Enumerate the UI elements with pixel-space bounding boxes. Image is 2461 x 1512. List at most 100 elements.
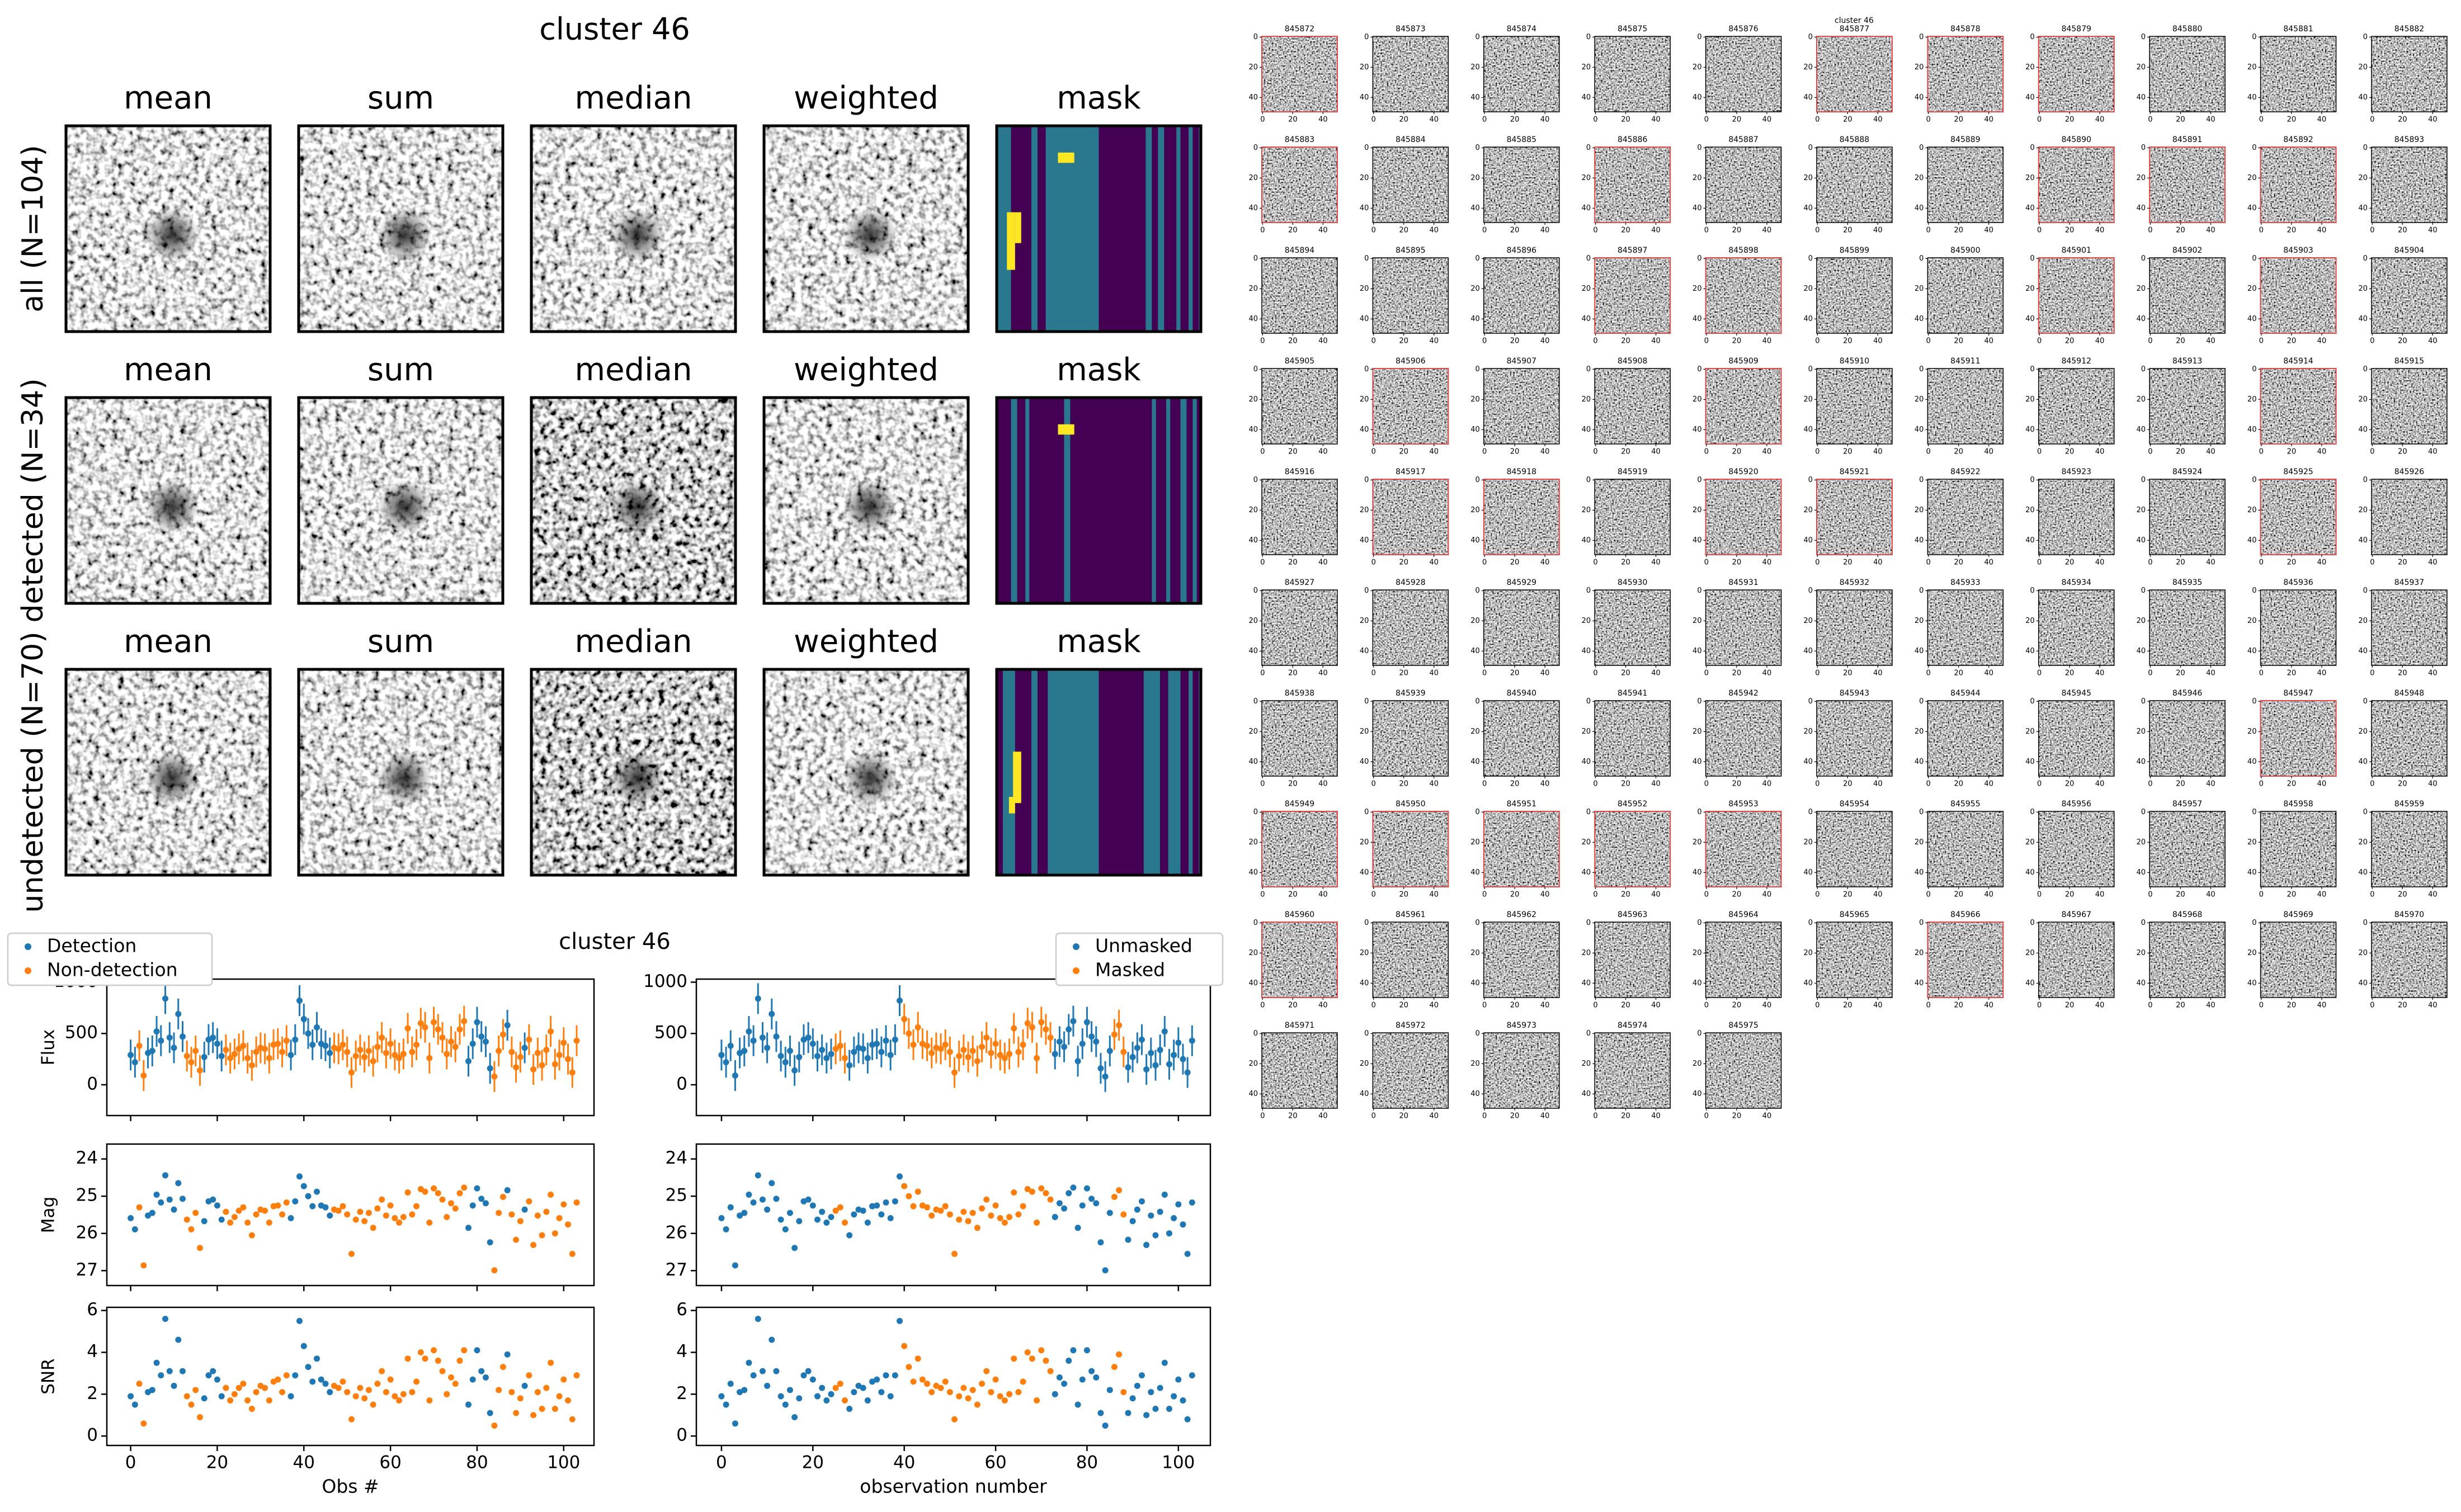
thumbnail-id: 845921 <box>1840 467 1869 476</box>
thumb-y-tick-label: 0 <box>1364 697 1369 706</box>
data-point <box>1157 1047 1163 1053</box>
data-point <box>188 1401 195 1408</box>
thumb-y-tick-label: 20 <box>1915 838 1924 847</box>
thumb-y-tick-label: 0 <box>2141 697 2146 706</box>
axes-frame <box>106 1306 595 1447</box>
data-point <box>846 1232 853 1239</box>
data-point <box>313 1188 320 1195</box>
thumbnail-id: 845971 <box>1285 1021 1314 1030</box>
thumb-y-tick-label: 0 <box>1475 33 1480 41</box>
thumb-x-tick-label: 20 <box>2287 559 2297 567</box>
thumb-y-tick-label: 0 <box>1697 1029 1701 1038</box>
thumb-x-tick-label: 40 <box>2317 116 2327 124</box>
thumb-x-tick-label: 0 <box>1260 337 1265 346</box>
image-frame <box>297 396 505 605</box>
thumbnail-image <box>1483 368 1559 444</box>
data-point <box>296 1317 303 1324</box>
thumb-y-tick-label: 20 <box>1582 63 1591 72</box>
thumb-y-tick-label: 0 <box>2363 254 2368 263</box>
thumbnail-frame <box>2371 479 2448 555</box>
thumb-y-tick-label: 0 <box>2141 808 2146 816</box>
thumb-y-tick-label: 20 <box>1248 63 1258 72</box>
thumbnail-image <box>1373 811 1449 887</box>
data-point <box>814 1216 821 1223</box>
thumb-y-tick-label: 0 <box>1697 365 1701 374</box>
data-point <box>1052 1213 1058 1220</box>
data-point <box>851 1211 857 1218</box>
thumbnail-image <box>1595 1033 1671 1108</box>
thumbnail-image <box>1705 1033 1781 1108</box>
data-point <box>837 1042 843 1049</box>
thumb-x-tick-label: 0 <box>1260 559 1265 567</box>
data-point <box>474 1019 480 1026</box>
thumbnail-frame <box>1927 36 2004 112</box>
data-point <box>1143 1241 1150 1248</box>
thumb-y-tick-label: 0 <box>1697 587 1701 595</box>
thumb-x-tick-label: 40 <box>1651 669 1661 678</box>
data-point <box>171 1206 177 1213</box>
thumb-y-tick-label: 20 <box>1248 395 1258 404</box>
thumb-x-tick-label: 20 <box>2065 337 2075 346</box>
thumbnail-image <box>2260 479 2336 555</box>
data-point <box>1015 1048 1022 1055</box>
data-point <box>832 1046 839 1052</box>
data-point <box>874 1202 880 1209</box>
thumbnail-frame <box>2149 36 2226 112</box>
column-title: mean <box>124 623 213 660</box>
thumbnail-frame <box>1705 147 1782 223</box>
mask-stripe <box>1025 398 1030 603</box>
thumbnail-id: 845949 <box>1285 800 1314 809</box>
thumbnail-frame <box>1927 811 2004 887</box>
y-tick-label: 0 <box>676 1074 687 1094</box>
thumb-y-tick-label: 0 <box>2252 254 2256 263</box>
thumb-x-tick-label: 40 <box>1429 226 1439 235</box>
data-point <box>878 1389 885 1396</box>
y-tick-label: 25 <box>666 1185 687 1206</box>
thumbnail-frame <box>1594 811 1671 887</box>
data-point <box>153 1192 160 1198</box>
thumb-x-tick-label: 0 <box>2148 891 2152 899</box>
data-point <box>737 1212 743 1219</box>
thumbnail-id: 845925 <box>2283 467 2313 476</box>
data-point <box>452 1205 459 1212</box>
thumb-x-tick-label: 40 <box>1318 226 1328 235</box>
thumbnail-image <box>1705 590 1781 665</box>
data-point <box>759 1034 766 1041</box>
thumb-y-tick-label: 20 <box>2247 285 2257 293</box>
data-point <box>750 1037 757 1044</box>
thumb-x-tick-label: 20 <box>1954 559 1963 567</box>
data-point <box>755 1172 761 1179</box>
thumb-y-tick-label: 0 <box>2141 365 2146 374</box>
data-point <box>231 1391 238 1397</box>
data-point <box>1061 1043 1068 1050</box>
thumbnail-id: 845941 <box>1618 689 1647 698</box>
data-point <box>201 1218 208 1225</box>
data-point <box>887 1052 894 1059</box>
thumb-y-tick-label: 0 <box>1586 1029 1591 1038</box>
data-point <box>309 1203 316 1209</box>
thumb-x-tick-label: 20 <box>2287 116 2297 124</box>
thumbnail-frame <box>1705 368 1782 445</box>
thumb-y-tick-label: 0 <box>2030 587 2035 595</box>
thumb-x-tick-label: 40 <box>1318 116 1328 124</box>
thumb-x-tick-label: 20 <box>2398 116 2407 124</box>
thumb-x-tick-label: 0 <box>2037 1001 2042 1010</box>
data-point <box>183 1053 190 1060</box>
thumbnail-image <box>1483 590 1559 665</box>
data-point <box>534 1389 541 1396</box>
data-point <box>1079 1202 1086 1209</box>
data-point <box>819 1047 826 1053</box>
thumbnail-frame <box>1816 700 1893 777</box>
data-point <box>192 1047 199 1054</box>
data-point <box>910 1378 917 1385</box>
data-point <box>426 1219 433 1226</box>
thumb-y-tick-label: 20 <box>1470 506 1480 514</box>
data-point <box>218 1393 225 1400</box>
thumb-x-tick-label: 40 <box>1651 780 1661 788</box>
mask-stripe <box>1152 126 1158 332</box>
thumbnail-id: 845891 <box>2172 135 2202 144</box>
thumb-y-tick-label: 20 <box>1915 727 1924 736</box>
image-frame <box>995 396 1203 605</box>
data-point <box>1106 1047 1113 1054</box>
data-point <box>791 1067 798 1074</box>
